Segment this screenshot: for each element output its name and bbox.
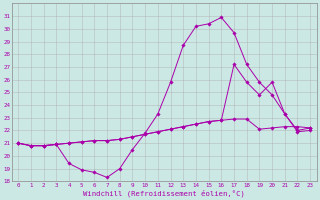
X-axis label: Windchill (Refroidissement éolien,°C): Windchill (Refroidissement éolien,°C) bbox=[83, 189, 245, 197]
